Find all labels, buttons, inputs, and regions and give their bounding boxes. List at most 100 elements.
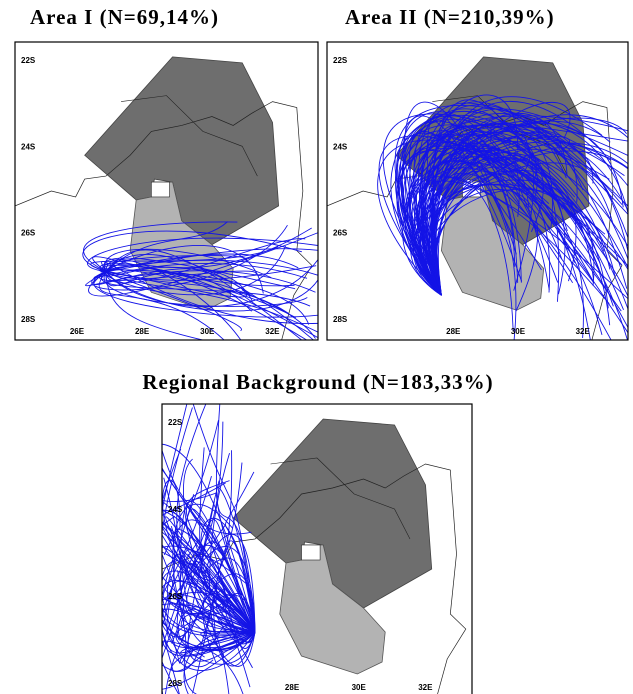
longitude-label: 32E [418,683,433,692]
trajectory [431,101,604,296]
longitude-label: 30E [511,327,526,336]
trajectory [105,271,289,314]
trajectory [91,224,288,291]
trajectory [404,101,517,296]
province-border [270,457,411,540]
panel-title: Area I (N=69,14%) [30,5,219,29]
trajectory [425,108,567,296]
trajectory [105,221,228,272]
longitude-label: 28E [135,327,150,336]
latitude-label: 26S [333,229,348,238]
trajectory [105,271,247,298]
latitude-label: 22S [21,56,36,65]
trajectory [105,244,264,294]
trajectory [162,448,256,633]
latitude-label: 28S [168,679,183,688]
trajectory [162,580,256,633]
lesotho-gap [301,544,321,561]
trajectory [105,258,318,307]
province-border [121,95,258,177]
trajectory [162,525,256,635]
trajectory [162,575,256,633]
trajectory [105,259,242,340]
trajectory [183,573,256,694]
trajectory [162,553,256,633]
trajectory [162,553,256,664]
trajectory [165,594,256,694]
trajectory [162,627,256,654]
trajectory [194,450,256,633]
country-border [162,463,467,694]
trajectory [105,265,317,281]
trajectory [162,546,256,694]
longitude-label: 30E [352,683,367,692]
trajectory [162,631,256,694]
trajectory [394,105,628,296]
trajectory [416,167,628,329]
latitude-label: 22S [168,418,183,427]
trajectory [100,268,297,318]
trajectory [162,522,256,664]
trajectory [93,263,308,279]
trajectory [162,541,256,650]
trajectory [416,147,605,296]
latitude-label: 24S [21,142,36,151]
trajectory [184,631,256,665]
trajectory [397,111,550,296]
latitude-label: 26S [21,229,36,238]
trajectory [426,113,514,296]
map-frame [161,403,473,694]
latitude-label: 28S [333,315,348,324]
trajectory [171,597,256,644]
trajectory [162,448,256,648]
trajectory [162,525,256,669]
latitude-label: 22S [333,56,348,65]
trajectory [409,176,610,305]
longitude-label: 26E [70,327,85,336]
trajectory [436,149,520,296]
trajectory [162,631,256,690]
trajectory [87,237,318,272]
longitude-label: 32E [265,327,280,336]
trajectory [200,631,256,660]
longitude-label: 32E [576,327,591,336]
trajectory [378,135,525,296]
latitude-label: 28S [21,315,36,324]
trajectory [174,528,256,633]
trajectory [92,256,295,287]
trajectory [105,271,205,340]
trajectory [101,261,318,324]
longitude-label: 28E [446,327,461,336]
trajectory [82,230,302,272]
trajectory [170,525,256,667]
trajectory [186,480,256,633]
latitude-label: 24S [168,505,183,514]
trajectory [162,492,256,633]
trajectory [88,232,318,297]
trajectory [423,176,514,331]
trajectory [418,102,628,296]
map-frame [14,41,319,341]
trajectory [103,271,308,307]
panel-title: Regional Background (N=183,33%) [142,370,493,394]
trajectory [105,254,315,340]
trajectory [162,545,256,633]
trajectory [390,111,524,296]
trajectory [432,99,564,296]
trajectory [162,407,256,671]
latitude-label: 24S [333,142,348,151]
trajectory [215,404,256,633]
trajectory [407,156,611,326]
trajectory [200,480,256,633]
trajectory [192,404,256,633]
trajectory [171,625,256,672]
trajectory [166,528,256,649]
country-border [15,101,313,340]
trajectory [396,150,517,340]
latitude-label: 26S [168,592,183,601]
trajectory [396,115,628,296]
trajectory [162,531,256,633]
panel-title: Area II (N=210,39%) [345,5,555,29]
longitude-label: 28E [285,683,300,692]
